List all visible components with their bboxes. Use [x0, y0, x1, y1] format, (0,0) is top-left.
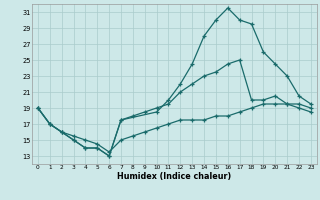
X-axis label: Humidex (Indice chaleur): Humidex (Indice chaleur) — [117, 172, 232, 181]
